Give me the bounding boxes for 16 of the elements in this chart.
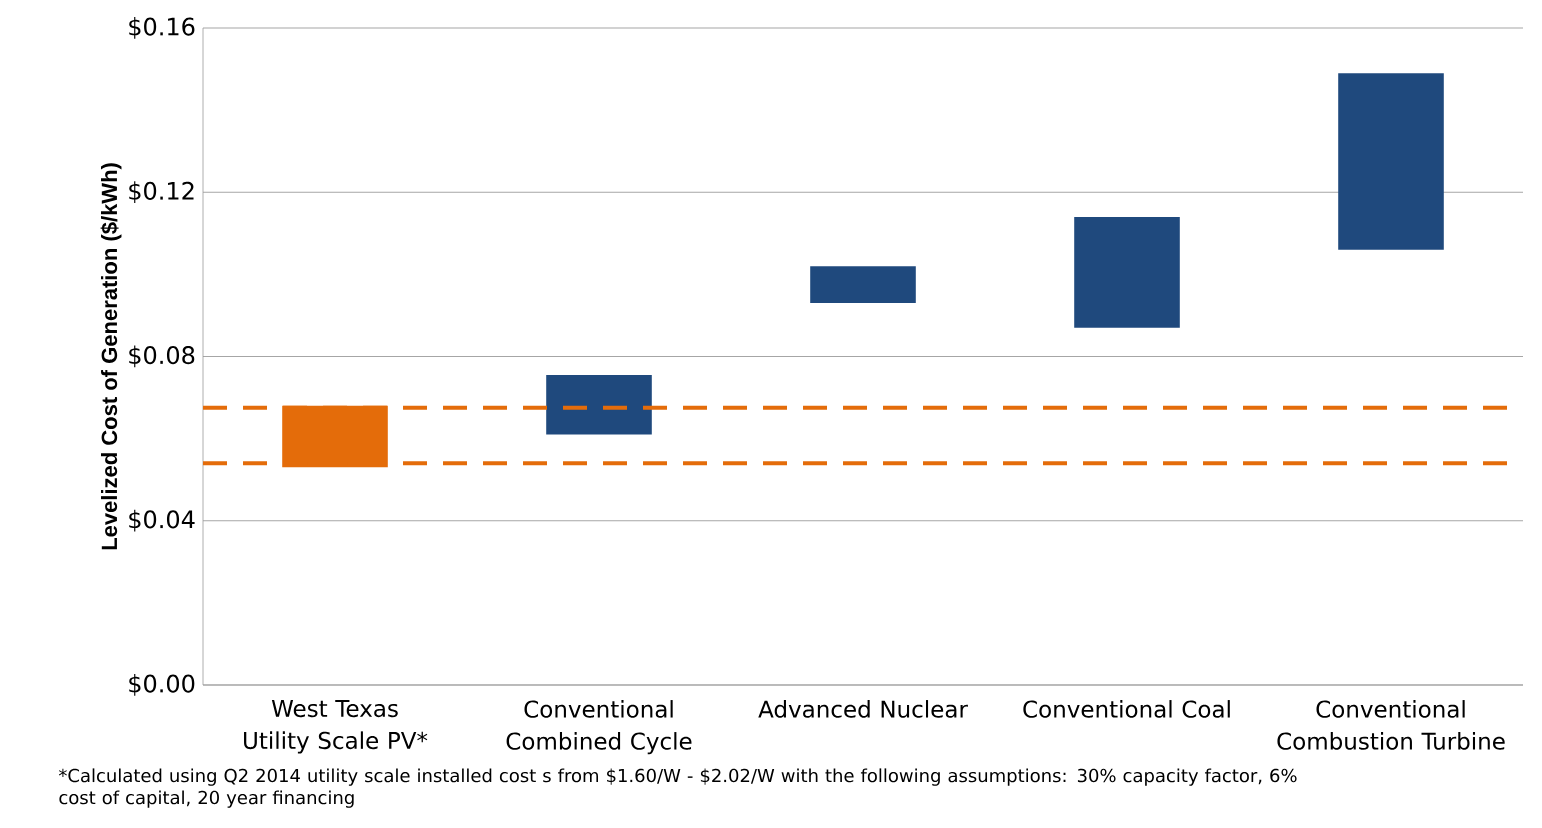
y-tick-label: $0.00 [129,674,195,696]
bar [810,266,916,304]
x-tick-label: Conventional Combustion Turbine [1277,700,1505,750]
y-tick-label: $0.12 [129,181,194,204]
x-tick-label: West Texas Utility Scale PV* [244,700,428,754]
y-tick-label: $0.04 [129,509,195,532]
bar [1074,216,1180,328]
y-axis-title: Levelized Cost of Generation ($/kWh) [100,163,122,550]
text: *Calculated using Q2 2014 utility scale installed cost s from $1.60/W - $2.02/W with the following assumptions: 30% capacity factor, 6% cost of capital, 20 year financing [58,768,1297,808]
y-tick-label: $0.08 [129,345,195,368]
x-tick-label: Advanced Nuclear [758,700,968,718]
y-tick-label: $0.16 [129,17,195,39]
x-tick-label: Conventional Combined Cycle [506,700,692,755]
bar [546,374,652,435]
bar [1338,73,1444,250]
x-tick-label: Conventional Coal [1023,700,1230,718]
